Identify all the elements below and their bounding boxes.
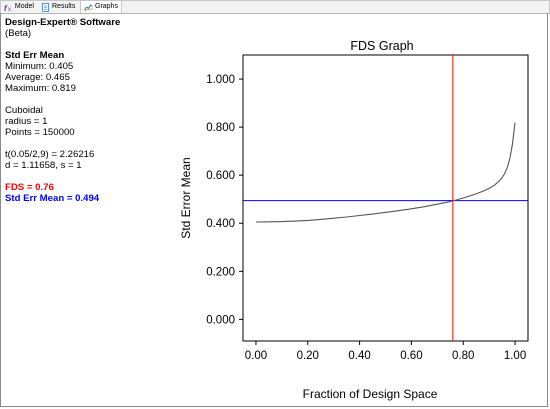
y-tick-label: 0.400 bbox=[206, 218, 235, 230]
app-name: Design-Expert® Software bbox=[5, 17, 121, 28]
y-tick-label: 0.000 bbox=[206, 314, 235, 326]
x-tick-label: 0.80 bbox=[452, 350, 474, 362]
tab-results[interactable]: Results bbox=[38, 1, 79, 13]
y-tick-label: 1.000 bbox=[206, 74, 235, 86]
x-tick-label: 0.60 bbox=[400, 350, 422, 362]
x-tick-label: 0.00 bbox=[245, 350, 267, 362]
graph-icon bbox=[84, 3, 93, 11]
fds-value: FDS = 0.76 bbox=[5, 182, 54, 193]
reference-lines bbox=[243, 55, 528, 341]
metric-title: Std Err Mean bbox=[5, 50, 65, 61]
y-tick-label: 0.600 bbox=[206, 170, 235, 182]
std-err-mean-value: Std Err Mean = 0.494 bbox=[5, 193, 100, 204]
x-tick-label: 0.40 bbox=[348, 350, 370, 362]
d-value: d = 1.11658, s = 1 bbox=[5, 160, 82, 171]
maximum-value: Maximum: 0.819 bbox=[5, 83, 76, 94]
x-tick-label: 1.00 bbox=[504, 350, 526, 362]
series-group bbox=[255, 122, 516, 223]
minimum-value: Minimum: 0.405 bbox=[5, 61, 74, 72]
x-axis-label: Fraction of Design Space bbox=[303, 387, 438, 401]
y-axis: 0.000 0.200 0.400 0.600 0.800 1.000 bbox=[206, 74, 243, 326]
app-edition: (Beta) bbox=[5, 28, 32, 39]
tab-bar: f x Model Results Graphs bbox=[0, 0, 550, 14]
tab-model[interactable]: f x Model bbox=[1, 1, 37, 13]
svg-text:f: f bbox=[4, 3, 8, 11]
graph-frame bbox=[0, 13, 548, 407]
t-value: t(0.05/2,9) = 2.26216 bbox=[5, 149, 95, 160]
x-tick-label: 0.20 bbox=[297, 350, 319, 362]
average-value: Average: 0.465 bbox=[5, 72, 70, 83]
info-panel: Design-Expert® Software (Beta) Std Err M… bbox=[5, 17, 120, 204]
document-icon bbox=[42, 2, 49, 12]
radius-value: radius = 1 bbox=[5, 116, 48, 127]
x-axis: 0.00 0.20 0.40 0.60 0.80 1.00 bbox=[245, 341, 526, 362]
points-value: Points = 150000 bbox=[5, 127, 75, 138]
chart-title: FDS Graph bbox=[350, 39, 413, 53]
y-tick-label: 0.800 bbox=[206, 122, 235, 134]
tab-model-label: Model bbox=[14, 3, 34, 10]
y-tick-label: 0.200 bbox=[206, 266, 235, 278]
tab-results-label: Results bbox=[52, 3, 76, 10]
y-axis-label: Std Error Mean bbox=[179, 157, 193, 238]
std-error-curve bbox=[255, 122, 516, 223]
plot-area bbox=[242, 54, 529, 342]
tab-graphs[interactable]: Graphs bbox=[80, 1, 122, 13]
svg-text:x: x bbox=[8, 6, 11, 11]
fx-icon: f x bbox=[4, 3, 11, 11]
tab-graphs-label: Graphs bbox=[95, 3, 118, 10]
region-shape: Cuboidal bbox=[5, 105, 43, 116]
